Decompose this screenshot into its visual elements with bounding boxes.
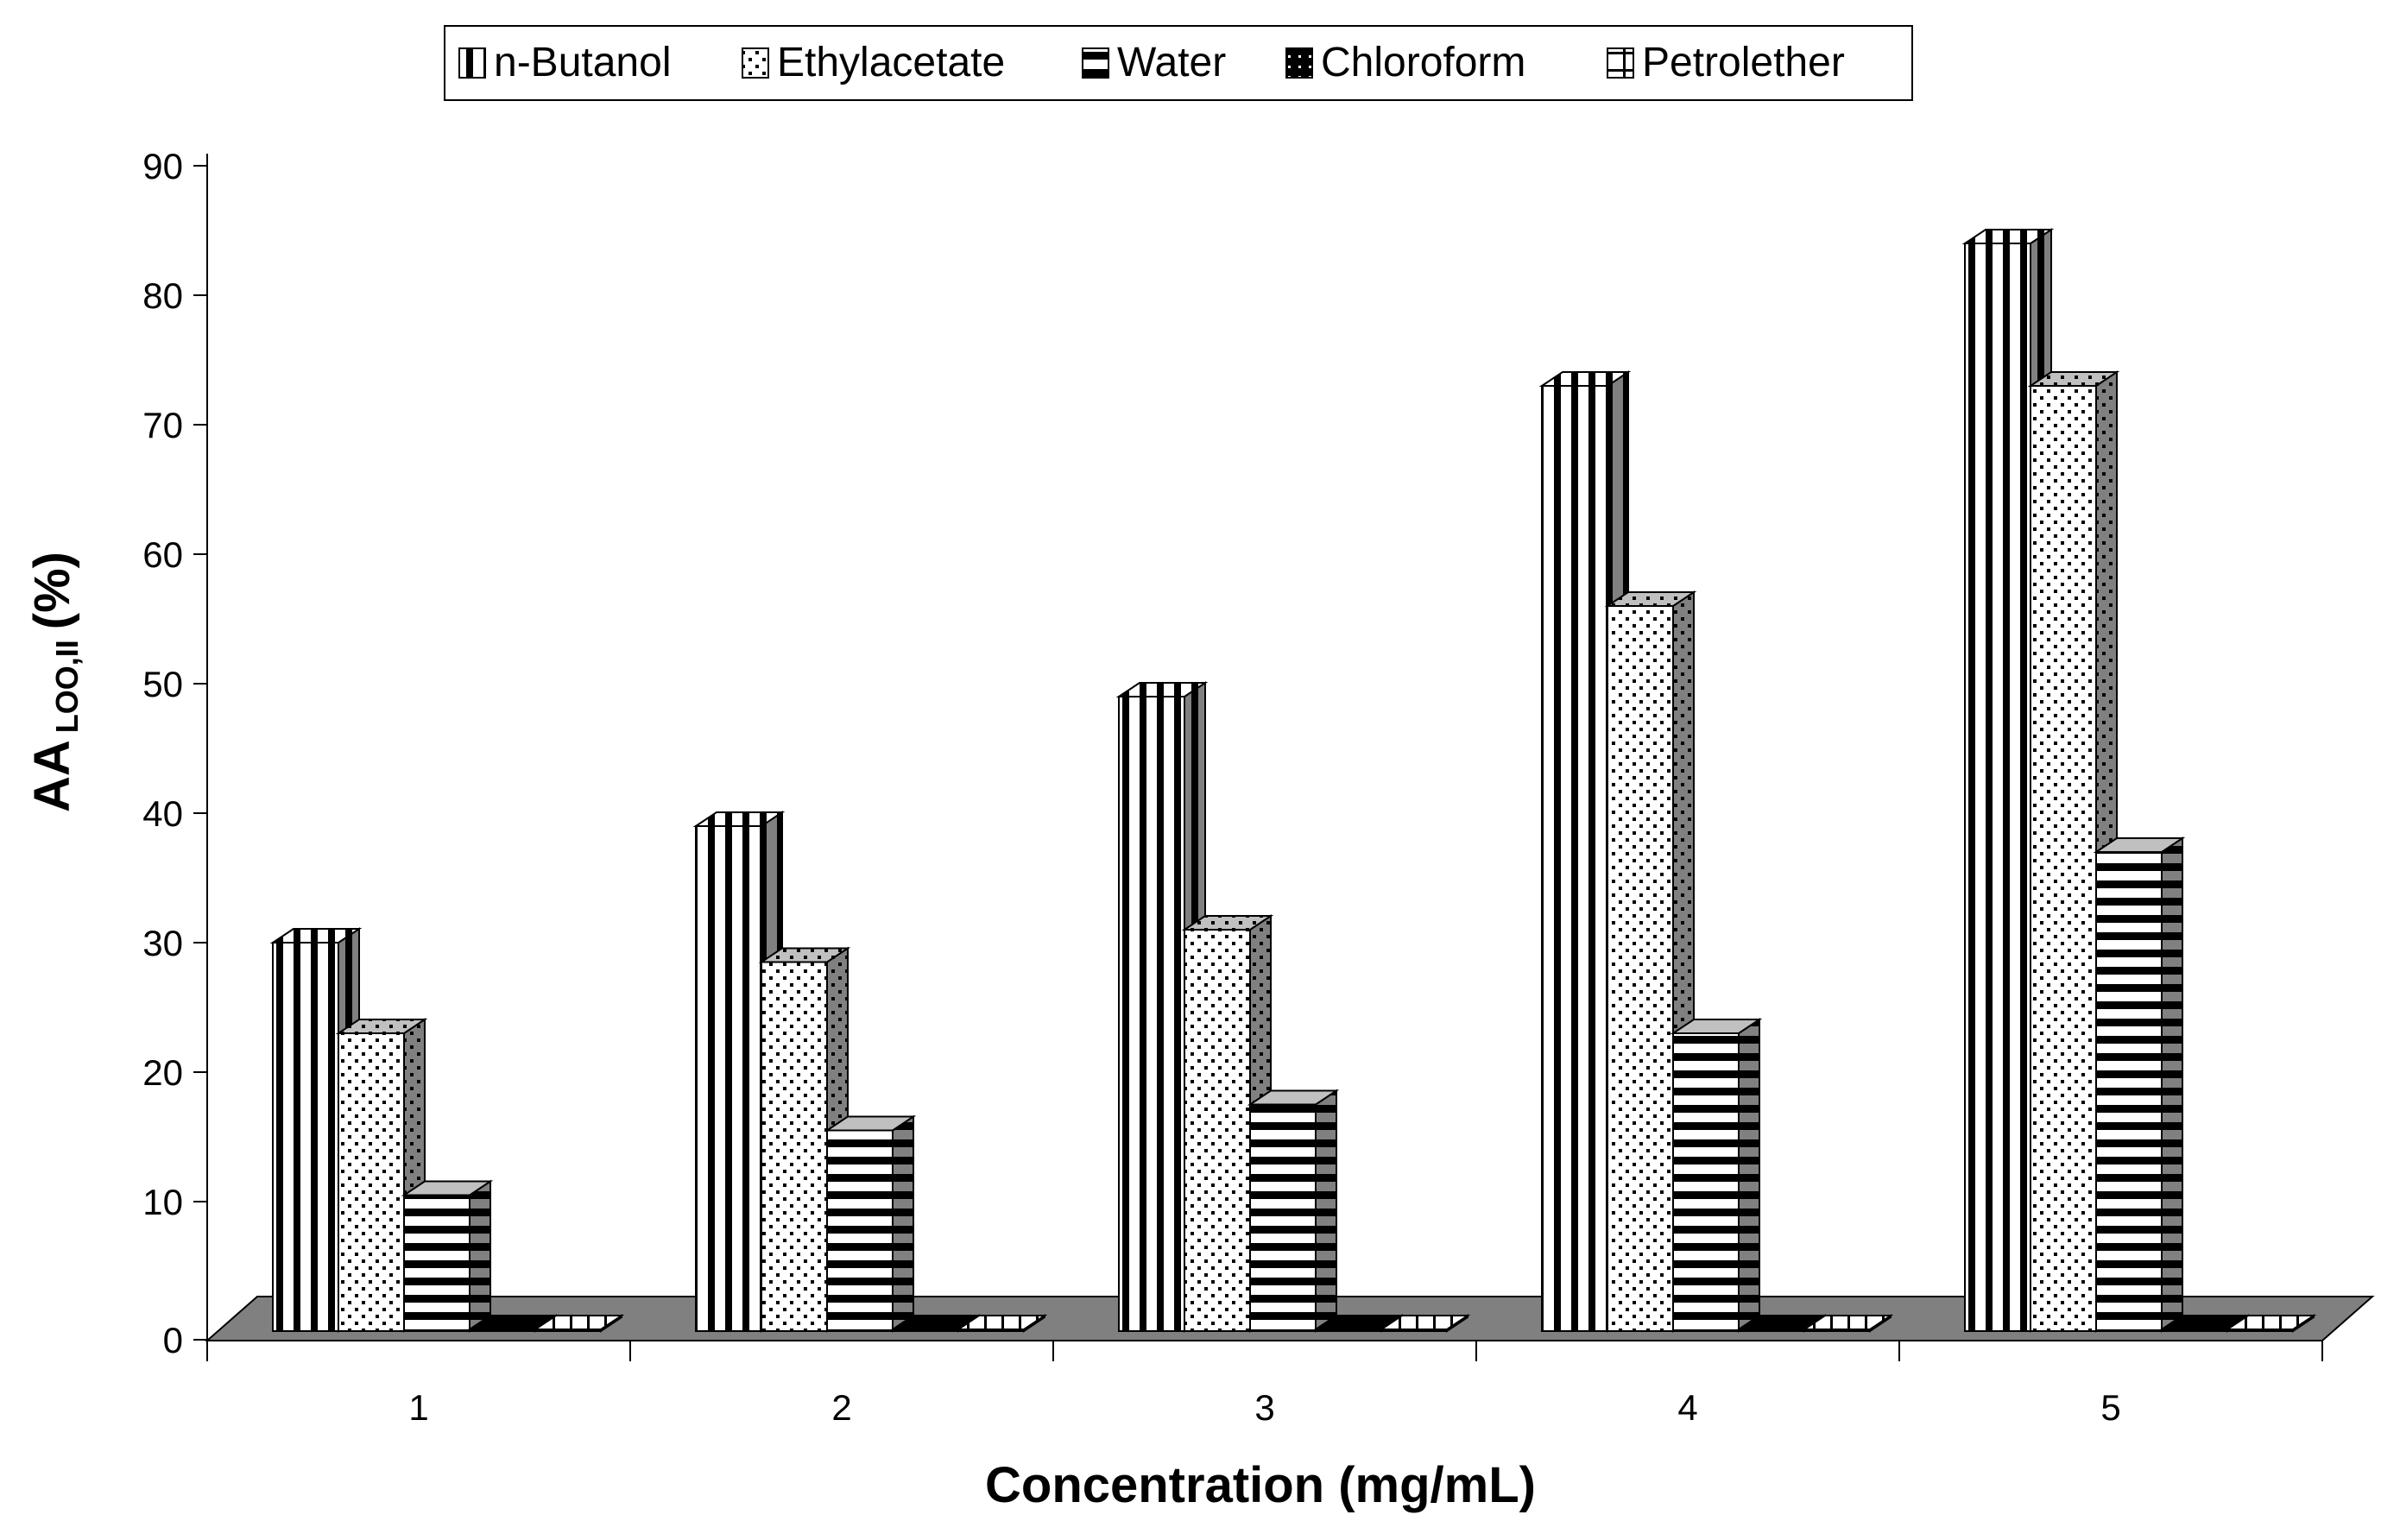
bar-front [2226,1329,2294,1332]
legend-item-ethylacetate: Ethylacetate [742,40,1005,85]
bar-front [2030,385,2097,1332]
bar-front [1803,1329,1871,1332]
bar-side [469,1179,491,1333]
bar-water-5 [2093,836,2186,1333]
bar-front [338,1032,405,1332]
legend-item-petrolether: Petrolether [1607,40,1845,85]
plot-area: 0 10 20 30 40 50 60 70 80 90 1 2 3 4 5 [142,146,2375,1428]
legend-label: Water [1117,40,1226,85]
bar-side [892,1114,914,1333]
bar-petrolether-1 [532,1314,625,1333]
legend-swatch [742,47,769,79]
y-tick-label: 30 [142,923,183,963]
legend-swatch [458,47,486,79]
legend-swatch [1082,47,1109,79]
y-axis-title-unit: (%) [24,552,80,629]
x-tick-label: 4 [1677,1387,1697,1428]
legend-swatch [1285,47,1313,79]
bar-front [403,1194,471,1332]
y-axis-title-subscript: LOO,II [49,640,85,733]
x-tick-label: 1 [408,1387,428,1428]
x-axis: 1 2 3 4 5 [206,1340,2323,1428]
bar-side [1738,1018,1760,1333]
legend-label: Ethylacetate [777,40,1005,85]
bar-side [1315,1089,1337,1333]
x-tick-label: 5 [2100,1387,2120,1428]
legend-item-n-butanol: n-Butanol [458,40,671,85]
y-tick-label: 70 [142,405,183,445]
bar-water-2 [824,1114,917,1333]
x-tick-label: 2 [831,1387,851,1428]
bar-front [957,1329,1025,1332]
y-axis-title: AA LOO,II (%) [24,552,85,812]
legend-box [444,25,1913,101]
legend: n-Butanol Ethylacetate Water Chloroform Petr… [444,25,1913,101]
y-axis-title-main: AA [24,740,80,812]
bar-front [761,961,828,1332]
bar-front [892,1329,959,1332]
y-tick-label: 50 [142,664,183,704]
y-tick-label: 90 [142,146,183,186]
bar-water-4 [1670,1018,1763,1333]
bar-front [1541,385,1608,1332]
y-tick-label: 60 [142,534,183,575]
bar-front [826,1129,894,1332]
bar-front [1964,243,2031,1332]
bars [269,228,2317,1333]
bar-front [1380,1329,1448,1332]
y-tick-label: 20 [142,1052,183,1093]
bar-front [534,1329,602,1332]
x-tick-label: 3 [1254,1387,1274,1428]
legend-label: n-Butanol [494,40,671,85]
bar-front [469,1329,536,1332]
y-axis: 0 10 20 30 40 50 60 70 80 90 [142,146,208,1360]
legend-swatch [1607,47,1634,79]
bar-petrolether-2 [955,1314,1048,1333]
y-tick-label: 10 [142,1182,183,1222]
legend-label: Petrolether [1642,40,1845,85]
bar-petrolether-3 [1378,1314,1471,1333]
bar-water-1 [401,1179,494,1333]
bar-water-3 [1247,1089,1340,1333]
bar-petrolether-4 [1801,1314,1894,1333]
bar-front [1118,696,1185,1332]
bar-petrolether-5 [2224,1314,2317,1333]
bar-n-butanol-3 [1115,681,1209,1333]
bar-front [1607,605,1674,1332]
y-tick-label: 80 [142,275,183,316]
bar-side [2161,836,2183,1333]
bar-front [272,942,339,1332]
bar-front [1315,1329,1382,1332]
bar-front [695,825,762,1332]
bar-front [1738,1329,1805,1332]
bar-front [1249,1103,1317,1332]
bar-front [1672,1032,1740,1332]
bar-front [2095,851,2163,1332]
legend-label: Chloroform [1321,40,1525,85]
x-axis-title: Concentration (mg/mL) [985,1457,1536,1513]
legend-item-water: Water [1082,40,1226,85]
y-tick-label: 40 [142,793,183,834]
bar-front [2161,1329,2228,1332]
bar-front [1184,929,1251,1332]
y-tick-label: 0 [163,1320,183,1360]
legend-item-chloroform: Chloroform [1285,40,1525,85]
